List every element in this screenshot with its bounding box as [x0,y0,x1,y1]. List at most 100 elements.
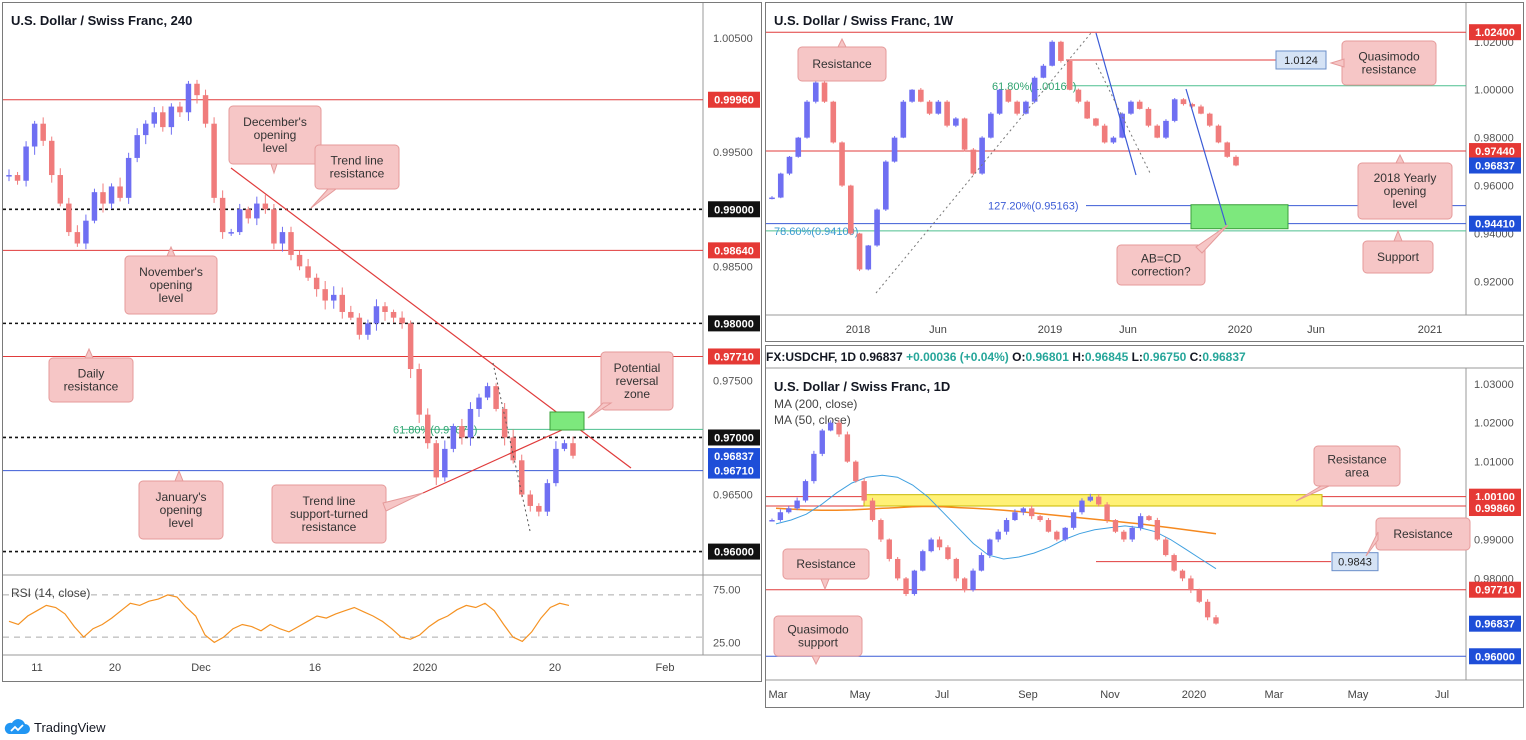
h4-level-tag-bg [708,429,760,446]
weekly-time-tick: Jun [929,324,947,336]
weekly-candle [918,89,924,102]
h4-candle [228,232,234,234]
daily-candle [928,539,934,552]
weekly-candle [839,142,845,186]
weekly-price-tick: 1.00000 [1474,85,1514,97]
weekly-candle [856,233,863,270]
weekly-callout-abcd-text: correction? [1131,265,1191,279]
h4-candle [339,294,346,312]
h4-candle [271,209,277,244]
callout-trend-line-support-pointer [382,492,424,512]
weekly-candle [1049,41,1055,66]
weekly-candle [961,118,968,150]
weekly-callout-abcd-box [1116,244,1206,286]
weekly-candle [830,101,837,143]
weekly-callout-quasimodo-text: Quasimodo [1358,50,1420,64]
weekly-candle [769,197,775,200]
daily-price-tick: 1.03000 [1474,379,1514,391]
daily-candle [1054,531,1060,540]
weekly-candle [979,137,985,174]
h4-candle [117,186,123,198]
h4-chart-panel[interactable]: U.S. Dollar / Swiss Franc, 240 1.00500 0.9… [2,2,762,682]
h4-candle [348,311,354,318]
daily-chart-panel[interactable]: FX:USDCHF, 1D 0.96837 +0.00036 (+0.04%) … [765,345,1524,708]
h4-candle [399,317,405,324]
daily-callout-resistance-area-text: Resistance [1327,453,1387,467]
daily-candle [1062,527,1068,540]
callout-december-opening-text: opening [254,128,297,142]
h4-candle [322,289,328,301]
weekly-candle [900,101,907,138]
potential-reversal-zone [549,411,585,431]
h4-candle [168,106,175,128]
daily-candle [1037,516,1043,521]
tradingview-cloud-icon [4,719,30,734]
h4-chart-svg[interactable]: U.S. Dollar / Swiss Franc, 240 1.00500 0.9… [3,3,761,681]
weekly-chart-panel[interactable]: U.S. Dollar / Swiss Franc, 1W 1.02000 1.00… [765,2,1524,342]
callout-january-opening-pointer [174,469,184,482]
weekly-price-box [1275,50,1327,70]
h4-candle [476,397,482,409]
daily-candle [995,531,1001,540]
weekly-candle [874,209,880,246]
h4-candle [518,460,525,495]
daily-chart-svg[interactable]: FX:USDCHF, 1D 0.96837 +0.00036 (+0.04%) … [766,346,1523,707]
weekly-callout-abcd-pointer [1195,224,1229,254]
h4-time-tick: 16 [309,662,321,674]
h4-level-tag: 0.98000 [714,318,754,330]
h4-candle [202,95,209,124]
weekly-candle [1093,118,1099,126]
trend-line-support [422,424,574,494]
h4-level-tag-bg [708,543,760,560]
weekly-level-tag-bg [1469,157,1521,174]
weekly-level-tag: 0.96837 [1475,161,1515,173]
h4-level-tag: 0.99960 [714,95,754,107]
daily-candle [1087,496,1094,501]
h4-price-tick: 0.98500 [713,261,753,273]
callout-january-opening-text: January's [156,490,207,504]
callout-potential-reversal-text: zone [624,387,650,401]
rsi-tick: 75.00 [713,585,741,597]
weekly-callout-quasimodo-pointer [1329,58,1345,68]
callout-january-opening-text: opening [160,503,203,517]
weekly-candle [1040,65,1047,78]
daily-candle [1163,539,1169,556]
weekly-time-tick: Jun [1307,324,1325,336]
weekly-chart-svg[interactable]: U.S. Dollar / Swiss Franc, 1W1.020001.00… [766,3,1523,341]
h4-candle [23,146,29,181]
daily-candle [811,453,817,482]
daily-candle [1171,555,1177,571]
daily-level-tag-bg [1469,615,1521,632]
daily-level-tag: 0.96000 [1475,651,1515,663]
callout-december-opening-text: level [263,141,288,155]
weekly-fib-label: 78.60%(0.94109) [774,226,858,238]
weekly-candle [821,82,828,102]
daily-candle [953,558,959,579]
daily-ma200-label: MA (200, close) [774,397,857,411]
daily-candle [1154,520,1161,540]
h4-price-tick: 0.96500 [713,490,753,502]
h4-chart-title: U.S. Dollar / Swiss Franc, 240 [11,13,192,28]
h4-candle [245,209,252,219]
daily-candle [1188,578,1194,591]
h4-candle [424,414,431,444]
h4-level-tag-bg [708,201,760,218]
weekly-candle [777,173,784,198]
weekly-time-tick: 2019 [1038,324,1062,336]
rsi-tick: 25.00 [713,637,741,649]
h4-time-tick: Dec [191,662,211,674]
tradingview-footer[interactable]: TradingView [4,716,106,738]
callout-trend-line-support-box [271,484,387,544]
daily-candle [1045,520,1052,532]
daily-level-tag: 0.96837 [1475,619,1515,631]
weekly-callout-yearly-open-text: 2018 Yearly [1374,171,1437,185]
weekly-candle [883,161,889,210]
weekly-candle [1154,125,1161,138]
weekly-level-tag-bg [1469,143,1521,160]
h4-candle [83,220,89,244]
daily-candle [1012,512,1018,521]
h4-level-tag: 0.96000 [714,547,754,559]
daily-candle [1096,496,1102,505]
callout-potential-reversal-box [600,351,674,411]
h4-candle [108,186,115,204]
